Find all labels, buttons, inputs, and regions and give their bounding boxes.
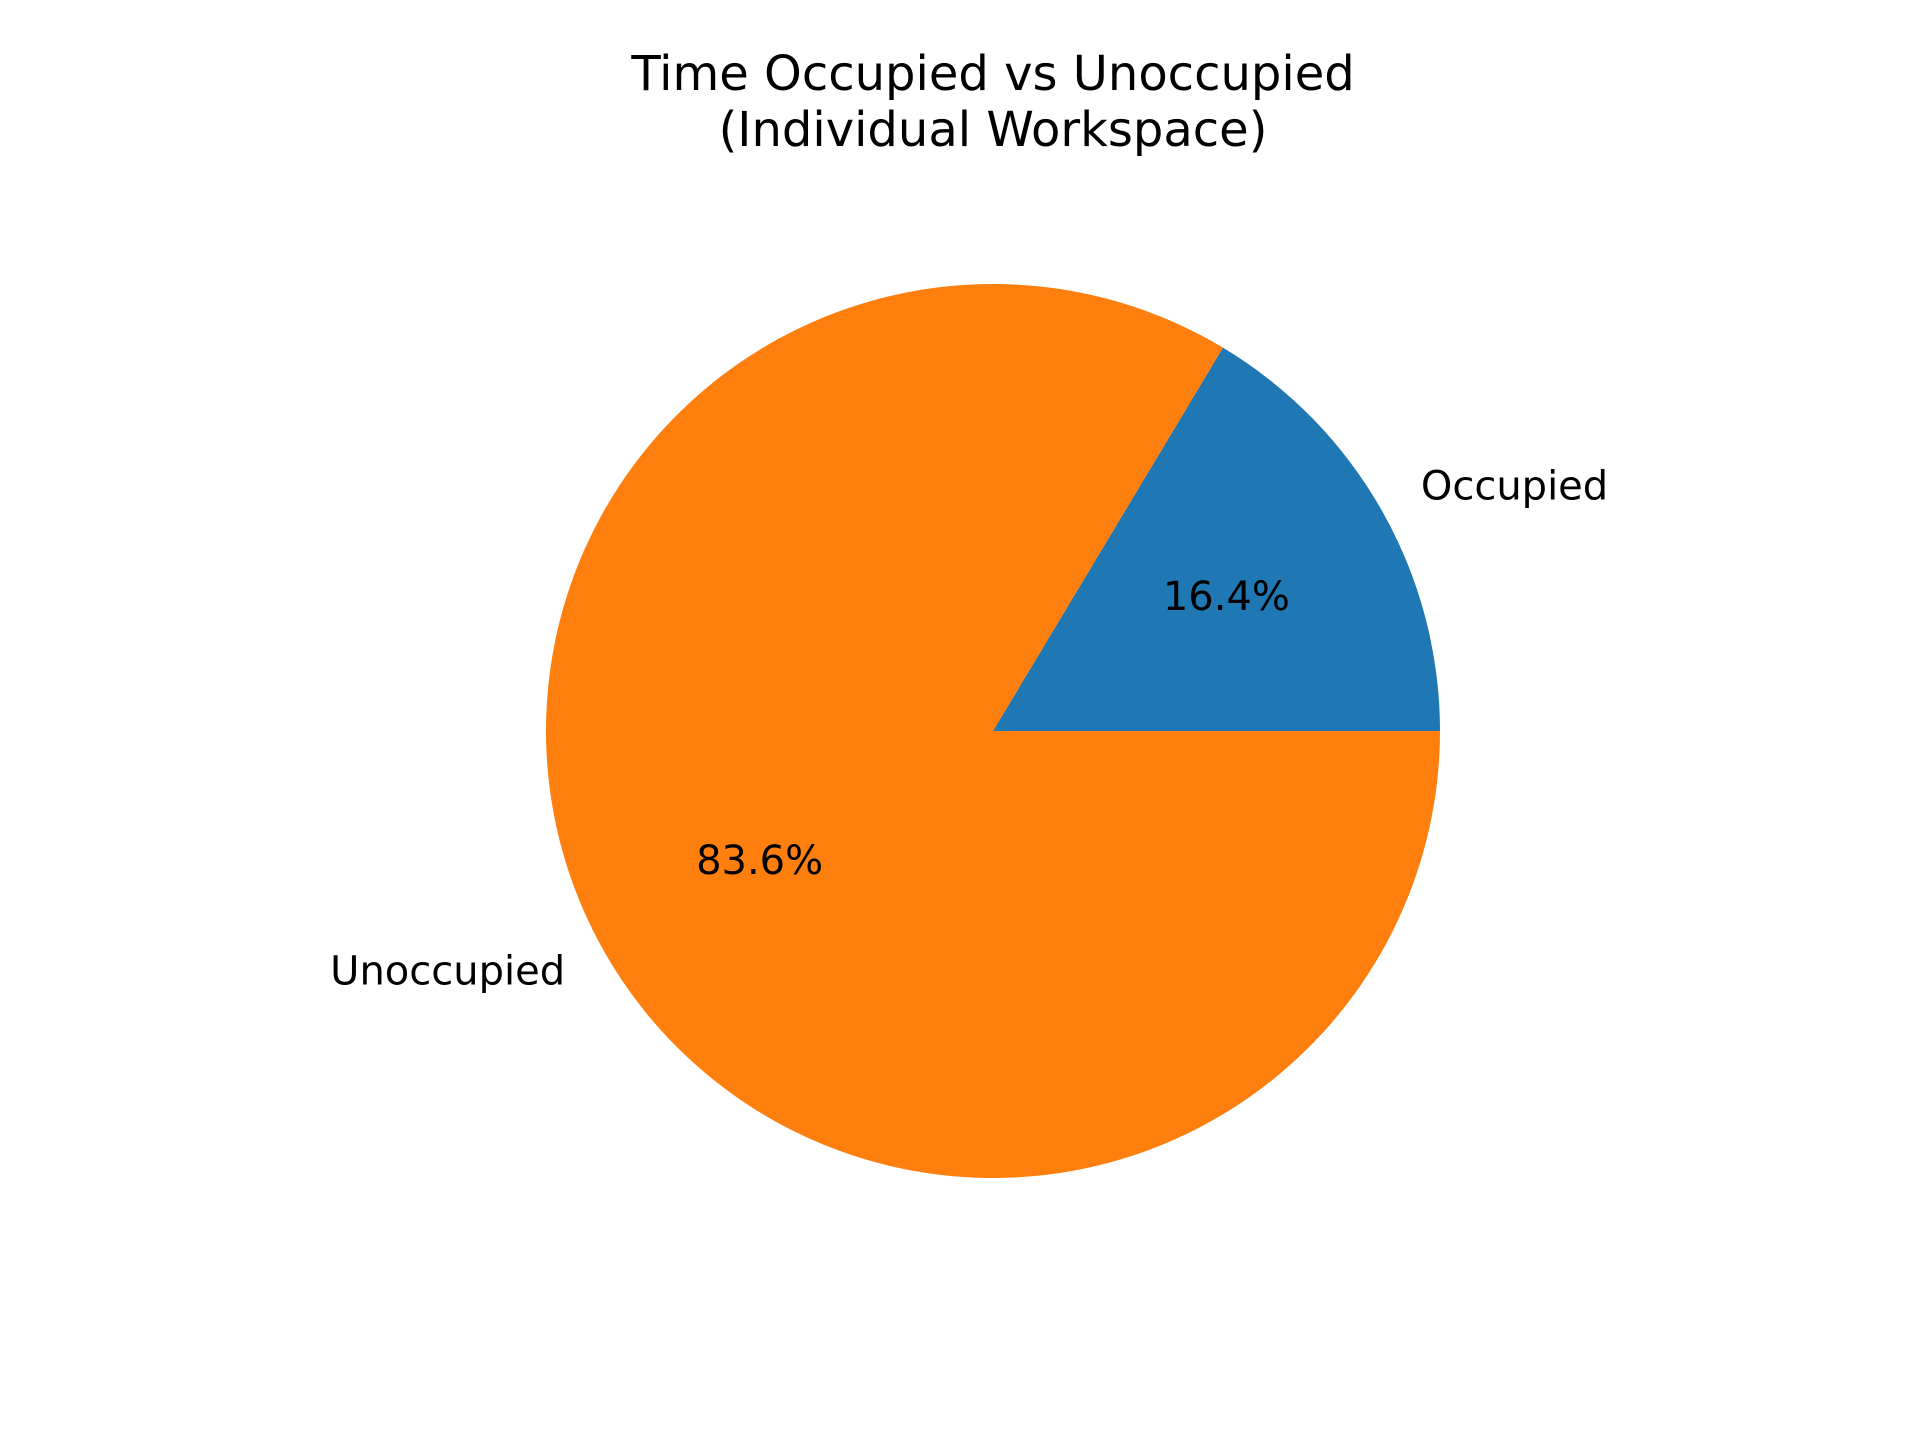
pie-slice-unoccupied bbox=[546, 283, 1440, 1179]
pie-slice-occupied bbox=[993, 347, 1440, 731]
slice-percent-unoccupied: 83.6% bbox=[696, 838, 823, 884]
slice-percent-occupied: 16.4% bbox=[1163, 574, 1290, 620]
slice-label-unoccupied: Unoccupied bbox=[330, 948, 565, 994]
pie-slices bbox=[546, 283, 1440, 1179]
slice-label-occupied: Occupied bbox=[1421, 464, 1608, 510]
chart-title: Time Occupied vs Unoccupied bbox=[630, 46, 1354, 102]
chart-subtitle: (Individual Workspace) bbox=[719, 102, 1268, 158]
pie-labels: Occupied 16.4% Unoccupied 83.6% bbox=[330, 464, 1608, 995]
